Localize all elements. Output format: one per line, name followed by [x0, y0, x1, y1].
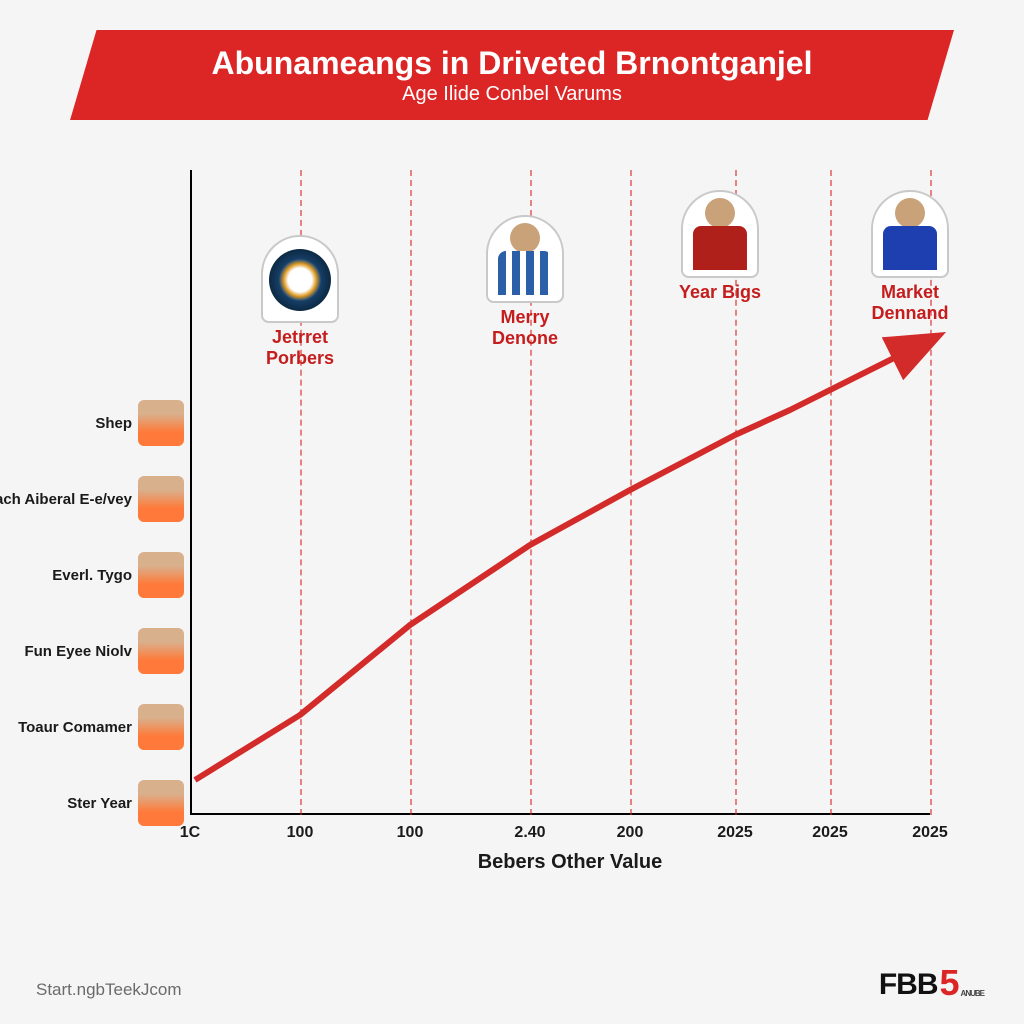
x-tick-label: 100 — [287, 824, 314, 842]
y-player-label: Ster Year — [67, 795, 132, 812]
y-player-label: Everl. Tygo — [52, 567, 132, 584]
x-tick-label: 100 — [397, 824, 424, 842]
logo-main: FBB — [879, 968, 938, 1002]
callout: JetrretPorbers — [261, 235, 339, 368]
y-player-row: Shep — [14, 400, 184, 446]
y-player-label: Fun Eyee Niolv — [24, 643, 132, 660]
callout-label: Market Dennand — [853, 282, 967, 323]
footer-source: Start.ngbTeekJcom — [36, 980, 182, 1000]
infographic-container: Abunameangs in Driveted Brnontganjel Age… — [0, 0, 1024, 1024]
callout-arch — [681, 190, 759, 278]
x-tick-label: 2025 — [812, 824, 848, 842]
player-figure-icon — [690, 198, 750, 276]
y-player-label: Toaur Comamer — [18, 719, 132, 736]
player-headshot-icon — [138, 704, 184, 750]
player-figure-icon — [495, 223, 555, 301]
x-axis-label: Bebers Other Value — [478, 851, 663, 874]
player-figure-icon — [880, 198, 940, 276]
gridline-v — [830, 170, 832, 815]
callout-arch — [871, 190, 949, 278]
gridline-v — [410, 170, 412, 815]
callout: Market Dennand — [853, 190, 967, 323]
player-headshot-icon — [138, 476, 184, 522]
gridline-v — [630, 170, 632, 815]
callout-arch — [261, 235, 339, 323]
y-player-row: Toaur Comamer — [14, 704, 184, 750]
player-headshot-icon — [138, 400, 184, 446]
x-tick-label: 2025 — [912, 824, 948, 842]
y-player-row: Pach Aiberal E-e/vey — [14, 476, 184, 522]
x-tick-label: 1C — [180, 824, 200, 842]
y-axis — [190, 170, 192, 815]
logo-sub: ANUBE — [961, 989, 984, 998]
logo-accent: 5 — [940, 962, 959, 1004]
x-tick-label: 2.40 — [514, 824, 545, 842]
player-headshot-icon — [138, 780, 184, 826]
y-player-label: Pach Aiberal E-e/vey — [0, 491, 132, 508]
callout-label: Year Bigs — [679, 282, 761, 303]
y-player-row: Fun Eyee Niolv — [14, 628, 184, 674]
chart-subtitle: Age Ilide Conbel Varums — [110, 83, 914, 106]
y-player-row: Ster Year — [14, 780, 184, 826]
callout-label: MerryDenone — [486, 307, 564, 348]
header-banner: Abunameangs in Driveted Brnontganjel Age… — [70, 30, 954, 120]
callout: Year Bigs — [679, 190, 761, 303]
x-tick-label: 2025 — [717, 824, 753, 842]
club-badge-icon — [269, 249, 331, 311]
player-headshot-icon — [138, 552, 184, 598]
callout-arch — [486, 215, 564, 303]
y-player-row: Everl. Tygo — [14, 552, 184, 598]
callout-label: JetrretPorbers — [261, 327, 339, 368]
footer-logo: FBB 5 ANUBE — [879, 960, 984, 1002]
y-player-label: Shep — [95, 415, 132, 432]
chart-title: Abunameangs in Driveted Brnontganjel — [110, 46, 914, 81]
callout: MerryDenone — [486, 215, 564, 348]
player-headshot-icon — [138, 628, 184, 674]
x-tick-label: 200 — [617, 824, 644, 842]
